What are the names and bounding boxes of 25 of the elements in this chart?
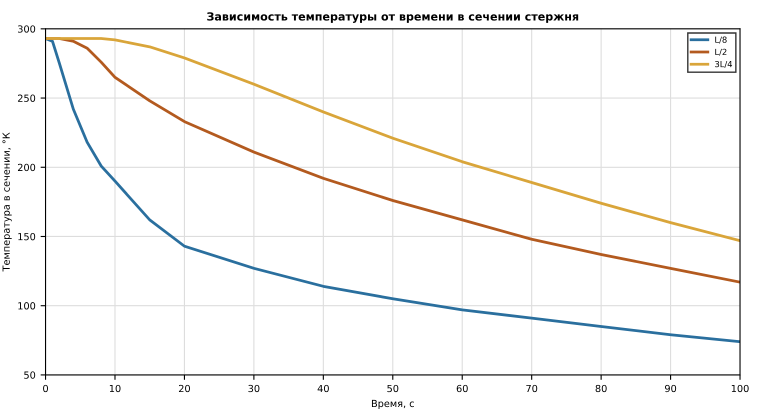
x-tick-label: 40 [318,384,329,392]
line-series [46,37,740,344]
x-tick-label: 0 [43,384,48,392]
x-tick-label: 100 [732,384,749,392]
chart-title: Зависимость температуры от времени в сечении стержня [207,12,578,23]
y-tick-label: 200 [18,164,36,172]
y-tick-label: 250 [18,94,36,102]
x-tick-label: 90 [665,384,676,392]
x-axis-title: Время, с [372,400,414,410]
y-axis-title: Температура в сечении, °К [2,132,12,272]
y-tick-label: 300 [18,25,36,33]
legend-label: 3L/4 [715,60,732,68]
x-tick-label: 10 [110,384,121,392]
x-tick-label: 60 [456,384,468,392]
legend-label: L/2 [715,48,726,56]
x-tick-label: 30 [248,384,260,392]
legend-label: L/8 [715,36,727,44]
x-tick-label: 20 [178,384,190,392]
y-tick-label: 150 [18,232,36,240]
x-tick-label: 70 [526,384,538,392]
line-series [46,37,740,242]
y-tick-label: 100 [18,302,36,310]
x-tick-label: 80 [596,384,607,392]
x-tick-label: 50 [387,384,398,392]
y-tick-label: 50 [24,371,36,379]
